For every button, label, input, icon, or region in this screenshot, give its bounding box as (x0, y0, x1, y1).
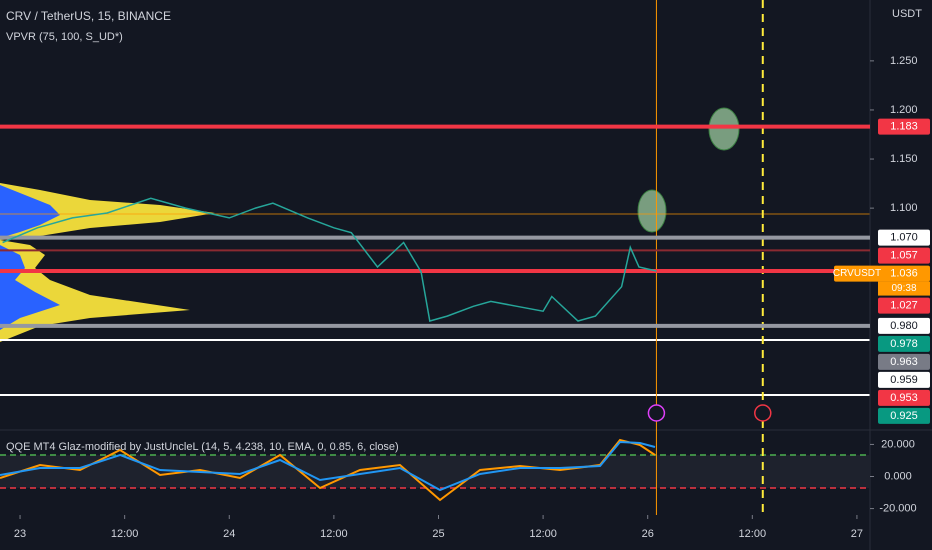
level-badge (878, 353, 930, 370)
oscillator-signal (0, 440, 656, 492)
level-badge-label: 0.978 (890, 338, 918, 350)
level-badge (878, 297, 930, 314)
level-badge-label: 1.183 (890, 121, 918, 133)
x-tick-label: 27 (851, 528, 863, 540)
y-tick-label: 1.200 (890, 104, 918, 116)
x-tick-label: 12:00 (320, 528, 348, 540)
x-tick-label: 12:00 (111, 528, 139, 540)
ticker-countdown: 09:38 (891, 283, 916, 294)
x-tick-label: 12:00 (529, 528, 557, 540)
osc-tick-label: 0.000 (884, 470, 912, 482)
level-badge-label: 0.959 (890, 374, 918, 386)
ticker-countdown-bg (878, 281, 930, 296)
annotation-circle (637, 189, 667, 233)
level-badge-label: 0.963 (890, 356, 918, 368)
price-line (2, 197, 657, 322)
y-tick-label: 1.100 (890, 202, 918, 214)
chart-title: CRV / TetherUS, 15, BINANCE (6, 9, 171, 23)
ticker-name-bg (834, 265, 880, 282)
level-badge (878, 247, 930, 264)
level-badge (878, 335, 930, 352)
level-badge-label: 0.980 (890, 320, 918, 332)
level-badge (878, 389, 930, 406)
event-icon (754, 404, 772, 422)
level-badge-label: 0.953 (890, 392, 918, 404)
level-badge (878, 229, 930, 246)
x-tick-label: 25 (432, 528, 444, 540)
level-badge (878, 371, 930, 388)
x-tick-label: 26 (642, 528, 654, 540)
indicator-label: VPVR (75, 100, S_UD*) (6, 31, 123, 43)
level-badge (878, 407, 930, 424)
osc-tick-label: -20.000 (879, 502, 916, 514)
level-badge (878, 317, 930, 334)
level-badge-label: 1.070 (890, 231, 918, 243)
ticker-badge (878, 265, 930, 282)
x-tick-label: 23 (14, 528, 26, 540)
volume-profile (0, 183, 215, 342)
level-badge (878, 118, 930, 135)
ticker-name: CRVUSDT (833, 268, 881, 279)
y-tick-label: 1.150 (890, 153, 918, 165)
ticker-badge-label: 1.036 (890, 267, 918, 279)
oscillator-band (0, 455, 870, 488)
currency-label: USDT (892, 8, 922, 20)
oscillator-title: QQE MT4 Glaz-modified by JustUncleL (14,… (6, 441, 399, 453)
event-icon (647, 404, 666, 422)
level-badge-label: 1.057 (890, 249, 918, 261)
annotation-circle (708, 107, 740, 151)
x-tick-label: 24 (223, 528, 235, 540)
y-tick-label: 1.250 (890, 55, 918, 67)
level-badge-label: 0.925 (890, 410, 918, 422)
osc-tick-label: 20.000 (881, 438, 915, 450)
x-tick-label: 12:00 (739, 528, 767, 540)
level-badge-label: 1.027 (890, 299, 918, 311)
